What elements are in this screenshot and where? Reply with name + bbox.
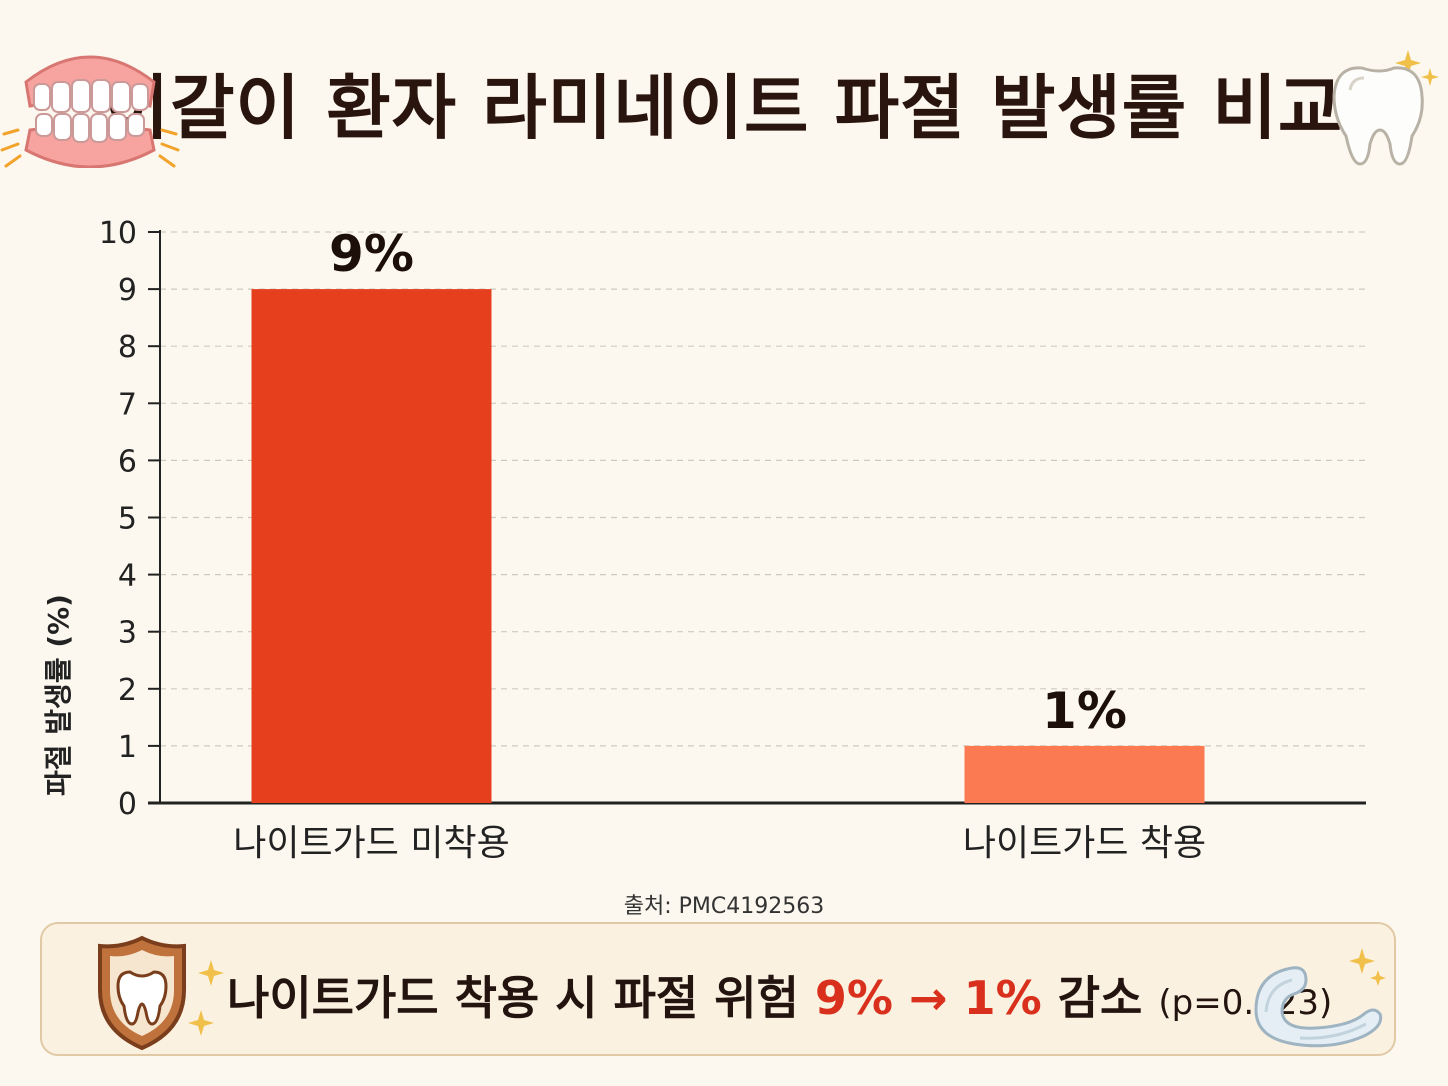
category-labels: 나이트가드 미착용 나이트가드 착용 [233, 823, 1206, 864]
y-tick-label: 6 [118, 444, 137, 479]
bar [251, 289, 492, 804]
bar [964, 745, 1205, 803]
y-tick-label: 8 [118, 330, 137, 365]
bars [251, 289, 1205, 804]
bar-chart: 0 1 2 3 4 5 6 7 8 9 10 9% 1% 나이트가드 미착용 나이트가드 착용 파절 발… [42, 216, 1366, 864]
y-tick-label: 3 [118, 616, 137, 651]
summary-prefix: 나이트가드 착용 시 파절 위험 [227, 971, 815, 1025]
summary-from-value: 9% [814, 971, 894, 1025]
y-tick-label: 9 [118, 273, 137, 308]
summary-text: 나이트가드 착용 시 파절 위험 9% → 1% 감소 (p=0.023) [227, 962, 1332, 1028]
data-label: 9% [329, 225, 414, 283]
category-label: 나이트가드 착용 [963, 823, 1206, 864]
y-tick-label: 5 [118, 502, 137, 537]
category-label: 나이트가드 미착용 [233, 823, 509, 864]
tooth-icon [1332, 50, 1439, 166]
data-labels: 9% 1% [329, 225, 1127, 740]
shield-tooth-icon [98, 935, 224, 1051]
y-tick-label: 0 [118, 787, 137, 822]
summary-to-value: 1% [963, 971, 1042, 1025]
y-tick-label: 2 [118, 673, 137, 708]
y-tick-label: 1 [118, 730, 137, 765]
summary-arrow: → [893, 971, 964, 1025]
y-axis-ticks: 0 1 2 3 4 5 6 7 8 9 10 [99, 216, 160, 822]
summary-suffix: 감소 [1041, 971, 1159, 1025]
y-tick-label: 4 [118, 559, 137, 594]
y-axis-label: 파절 발생률 (%) [42, 594, 75, 796]
y-tick-label: 7 [118, 387, 137, 422]
page-title: 이갈이 환자 라미네이트 파절 발생률 비교 [104, 67, 1344, 149]
night-guard-icon [1254, 948, 1386, 1048]
source-note: 출처: PMC4192563 [623, 894, 825, 919]
y-tick-label: 10 [99, 216, 137, 251]
data-label: 1% [1042, 682, 1127, 740]
summary-box: 나이트가드 착용 시 파절 위험 9% → 1% 감소 (p=0.023) [40, 922, 1396, 1056]
teeth-icon [0, 55, 180, 168]
